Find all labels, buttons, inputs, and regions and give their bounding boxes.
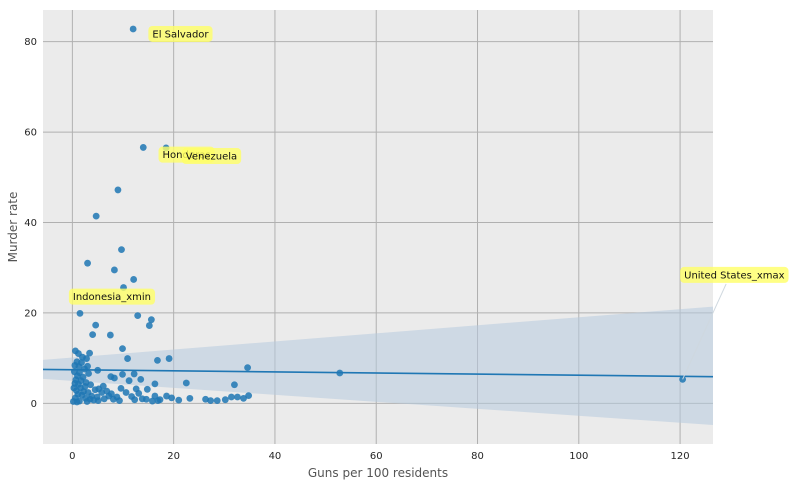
data-point	[73, 398, 81, 406]
data-point	[245, 392, 253, 400]
annotation-label: El Salvador	[148, 25, 213, 42]
annotation-text: United States_xmax	[684, 270, 785, 281]
data-point	[234, 393, 241, 401]
annotation-label: United States_xmax	[680, 266, 789, 283]
data-point	[76, 309, 84, 317]
data-point	[86, 349, 93, 357]
data-point	[244, 364, 251, 371]
data-point	[83, 355, 90, 362]
x-tick-label: 20	[167, 451, 180, 462]
y-tick-label: 40	[24, 218, 37, 229]
confidence-band	[43, 306, 713, 426]
annotations: El SalvadorHondurasVenezuelaIndonesia_xm…	[68, 25, 789, 380]
data-point	[130, 276, 138, 283]
data-point	[227, 393, 235, 401]
data-point	[87, 381, 95, 389]
data-point	[89, 331, 97, 338]
data-point	[154, 356, 161, 364]
x-tick-label: 60	[370, 451, 383, 462]
annotation-connector	[682, 283, 727, 380]
annotation-text: Indonesia_xmin	[73, 292, 151, 303]
data-point	[75, 363, 83, 371]
annotation-label: Venezuela	[181, 148, 242, 165]
data-point	[135, 389, 143, 397]
data-point	[85, 370, 92, 377]
data-point	[137, 375, 145, 383]
x-tick-label: 40	[269, 451, 282, 462]
data-point	[148, 397, 156, 405]
annotation-text: Venezuela	[186, 152, 237, 163]
data-point	[186, 394, 194, 402]
data-point	[175, 396, 183, 404]
data-point	[165, 355, 173, 362]
annotation-box	[181, 148, 242, 165]
data-point	[168, 394, 176, 402]
data-point	[106, 331, 114, 339]
confidence-band-area	[43, 306, 713, 426]
data-point	[125, 377, 133, 385]
y-axis-label: Murder rate	[6, 192, 20, 263]
data-point	[111, 374, 118, 382]
data-point	[84, 259, 91, 267]
data-point	[130, 370, 138, 378]
x-tick-label: 100	[569, 451, 588, 462]
y-tick-label: 20	[24, 308, 37, 319]
data-point	[143, 385, 151, 393]
data-point	[129, 25, 137, 33]
data-point	[118, 246, 125, 254]
data-point	[139, 144, 147, 151]
data-point	[119, 345, 126, 353]
data-point	[100, 395, 108, 403]
data-point	[90, 396, 98, 404]
data-point	[124, 355, 131, 362]
tick-labels: 0 20 40 60 80 100 120 0 20 40 60 80	[24, 37, 689, 462]
data-point	[114, 186, 122, 194]
data-point	[109, 395, 117, 403]
y-tick-label: 80	[24, 37, 37, 48]
data-point	[119, 370, 126, 378]
data-point	[122, 389, 130, 396]
annotation-box	[148, 25, 213, 42]
x-axis-label: Guns per 100 residents	[308, 466, 448, 480]
annotation-label: Indonesia_xmin	[68, 288, 156, 305]
data-point	[134, 312, 142, 320]
data-point	[182, 379, 190, 387]
annotation-text: El Salvador	[152, 29, 209, 40]
data-points	[69, 25, 687, 406]
annotation-box	[680, 266, 789, 283]
x-tick-label: 120	[671, 451, 690, 462]
data-point	[145, 322, 153, 329]
data-point	[207, 397, 215, 404]
x-tick-label: 80	[471, 451, 484, 462]
data-point	[142, 395, 150, 403]
y-tick-label: 0	[31, 399, 37, 410]
data-point	[151, 380, 159, 388]
data-point	[111, 266, 118, 274]
data-point	[231, 381, 238, 389]
data-point	[83, 398, 91, 405]
y-tick-label: 60	[24, 128, 37, 139]
data-point	[92, 321, 100, 329]
data-point	[154, 397, 162, 404]
x-tick-label: 0	[69, 451, 75, 462]
data-point	[131, 396, 139, 404]
data-point	[221, 396, 229, 404]
regression-line-group	[42, 368, 714, 378]
data-point	[116, 397, 123, 404]
regression-line	[42, 368, 714, 378]
data-point	[213, 397, 221, 404]
annotation-box	[68, 288, 156, 305]
data-point	[240, 394, 247, 402]
data-point	[117, 384, 125, 392]
data-point	[147, 316, 155, 324]
data-point	[92, 212, 100, 220]
